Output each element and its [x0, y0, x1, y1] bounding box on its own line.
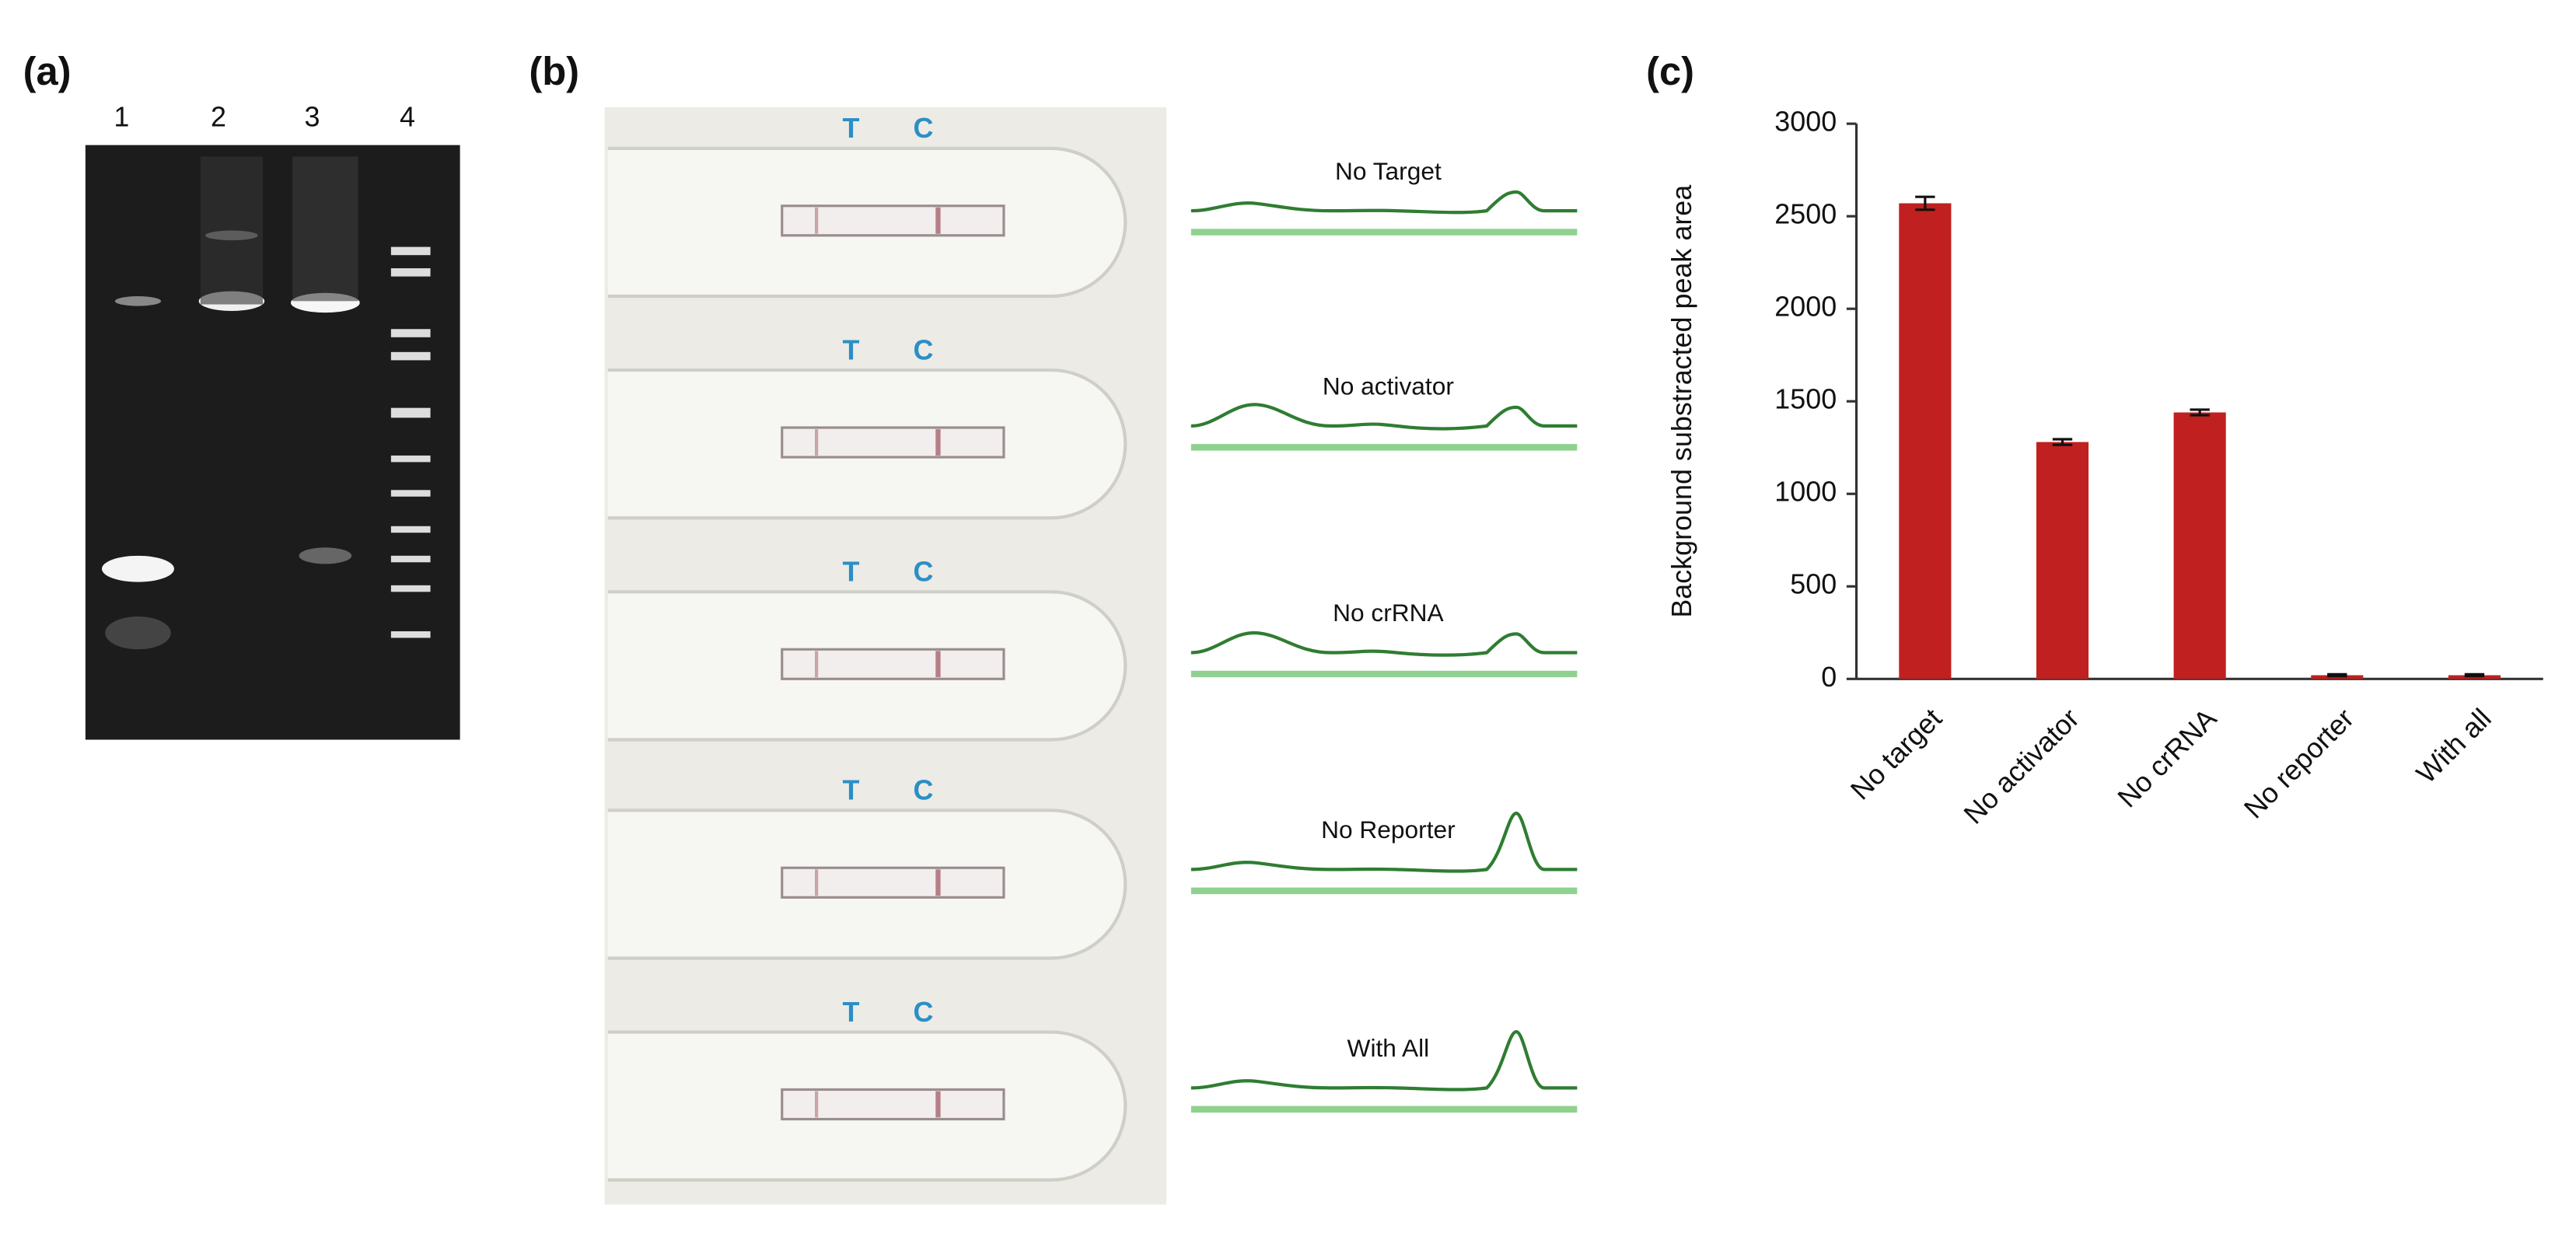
intensity-trace	[1190, 812, 1578, 873]
intensity-trace	[1190, 631, 1578, 657]
x-tick-label: No crRNA	[2111, 702, 2222, 813]
strip-label: With All	[1347, 1034, 1430, 1062]
strip-mark: C	[913, 996, 933, 1028]
x-tick-label: With all	[2410, 702, 2497, 789]
strip-label: No crRNA	[1333, 599, 1444, 627]
x-tick-label: No activator	[1957, 702, 2085, 830]
panel-label: (c)	[1646, 49, 1694, 93]
strip-mark: T	[843, 774, 860, 806]
error-bar	[1915, 195, 1935, 211]
y-tick-label: 3000	[1774, 106, 1837, 138]
strip-line	[781, 648, 1005, 680]
intensity-trace	[1190, 403, 1578, 431]
strip-mark: T	[843, 556, 860, 588]
panel-label: (b)	[529, 49, 579, 93]
y-tick-label: 2500	[1774, 198, 1837, 230]
error-bar	[2327, 672, 2347, 678]
strip-mark: C	[913, 556, 933, 588]
x-tick-label: No target	[1844, 702, 1948, 805]
lane-label: 2	[211, 100, 226, 132]
error-bar	[2464, 672, 2485, 678]
strip-line	[781, 1088, 1005, 1121]
bar	[2173, 412, 2226, 679]
lane-label: 1	[114, 100, 129, 132]
y-tick-label: 0	[1821, 661, 1837, 693]
gel-image	[85, 145, 460, 740]
intensity-trace	[1190, 1030, 1578, 1092]
strip-line	[781, 426, 1005, 459]
error-bar	[2052, 438, 2073, 446]
strip-mark: T	[843, 112, 860, 144]
strip-mark: C	[913, 334, 933, 365]
strip-label: No activator	[1323, 372, 1455, 400]
y-tick-label: 1500	[1774, 383, 1837, 415]
strip-mark: C	[913, 112, 933, 144]
strip-line	[781, 204, 1005, 237]
y-axis-label: Background substracted peak area	[1665, 185, 1697, 618]
x-tick-label: No reporter	[2238, 702, 2360, 824]
panel-label: (a)	[23, 49, 72, 93]
strip-mark: T	[843, 996, 860, 1028]
y-tick-label: 500	[1790, 568, 1837, 600]
bar	[2036, 442, 2089, 679]
lane-label: 4	[400, 100, 415, 132]
y-tick-label: 1000	[1774, 476, 1837, 508]
y-tick-label: 2000	[1774, 291, 1837, 323]
intensity-trace	[1190, 190, 1578, 215]
lane-label: 3	[304, 100, 320, 132]
strip-label: No Reporter	[1321, 816, 1456, 844]
strip-mark: T	[843, 334, 860, 365]
strip-mark: C	[913, 774, 933, 806]
strip-label: No Target	[1335, 157, 1442, 185]
bar	[1899, 203, 1952, 679]
strip-line	[781, 866, 1005, 899]
error-bar	[2190, 408, 2210, 417]
